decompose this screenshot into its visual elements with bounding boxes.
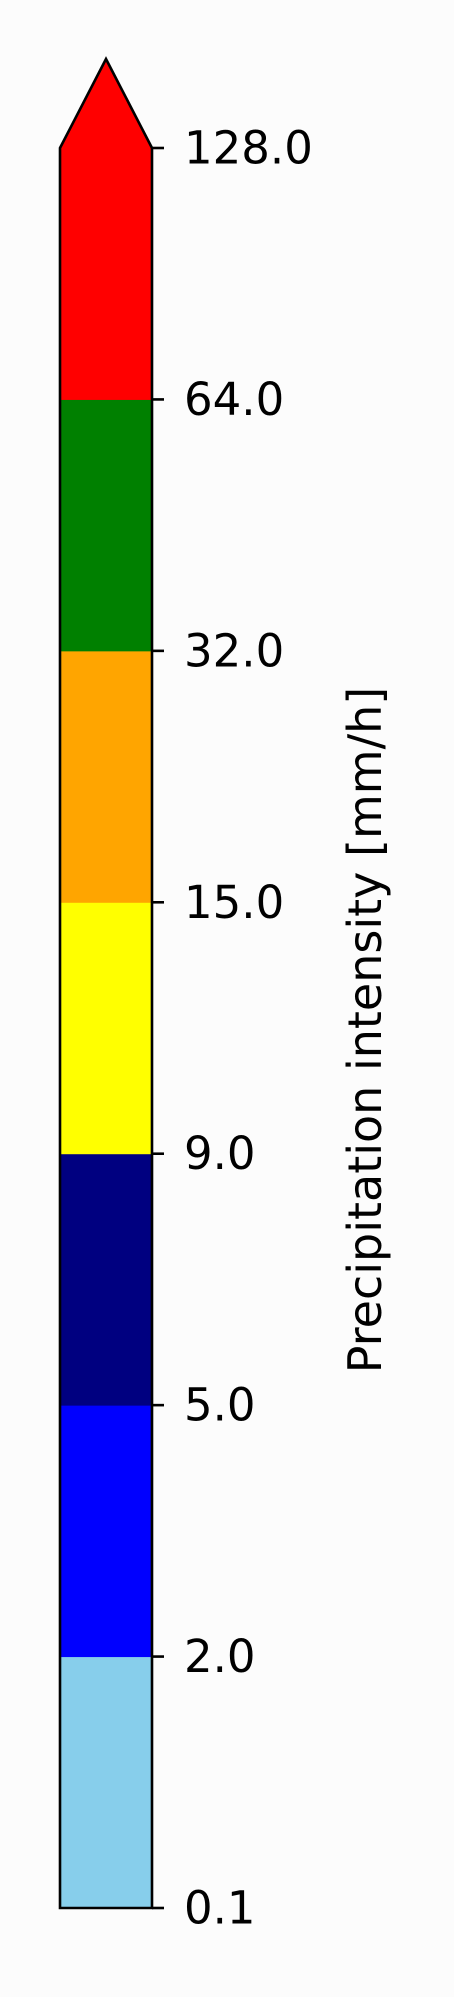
colorbar-segment [60,1656,152,1909]
colorbar-segment [60,1153,152,1406]
colorbar-tick-label: 0.1 [184,1882,256,1935]
colorbar-segment [60,902,152,1155]
colorbar-tick-label: 9.0 [184,1127,256,1180]
colorbar-extend-triangle [60,59,152,149]
colorbar-segment [60,148,152,400]
colorbar-tick-label: 64.0 [184,373,284,426]
colorbar-segment [60,650,152,903]
colorbar-axis-label: Precipitation intensity [mm/h] [338,687,392,1373]
colorbar-tick-labels: 0.1 2.0 5.0 9.0 15.0 32.0 64.0 128.0 [184,122,313,1935]
colorbar-tick-label: 2.0 [184,1630,256,1683]
colorbar-segments [60,148,152,1909]
colorbar-ticks [152,146,164,1910]
colorbar-segment [60,399,152,652]
colorbar-tick-label: 15.0 [184,876,284,929]
colorbar-tick-label: 5.0 [184,1379,256,1432]
colorbar-extend [60,59,152,149]
colorbar-tick-label: 32.0 [184,624,284,677]
colorbar-tick-label: 128.0 [184,122,313,175]
colorbar-outline [58,56,154,1910]
colorbar-outline-path [58,56,154,1910]
colorbar-segment [60,1405,152,1658]
